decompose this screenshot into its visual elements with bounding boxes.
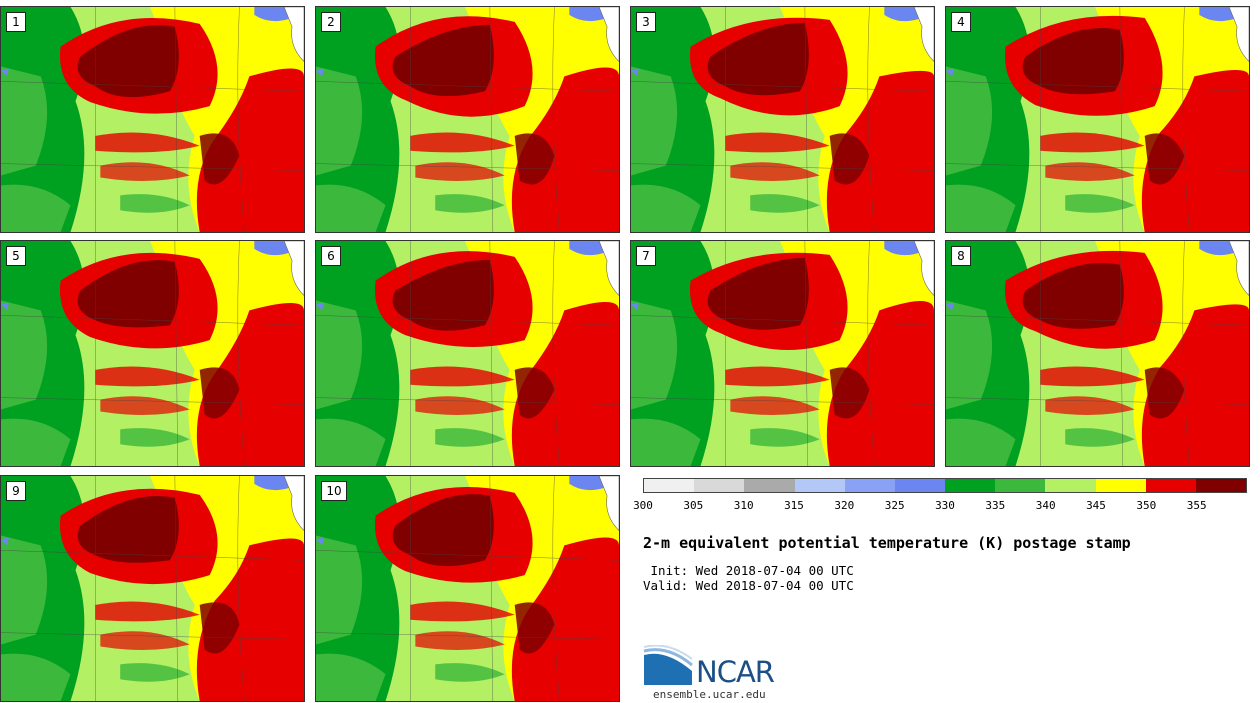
member-panel: 8 — [945, 240, 1250, 467]
theta-e-field-map — [946, 7, 1249, 232]
member-number-label: 7 — [636, 246, 656, 266]
member-number-label: 3 — [636, 12, 656, 32]
colorbar-tick-label: 325 — [884, 499, 905, 512]
member-panel: 4 — [945, 6, 1250, 233]
theta-e-field-map — [316, 476, 619, 701]
member-number-label: 5 — [6, 246, 26, 266]
member-number-label: 4 — [951, 12, 971, 32]
colorbar-tick-label: 315 — [784, 499, 804, 512]
ncar-swoosh-icon — [643, 645, 693, 685]
theta-e-field-map — [1, 476, 304, 701]
member-panel: 9 — [0, 475, 305, 702]
colorbar-tick-label: 320 — [834, 499, 855, 512]
member-panel: 1 — [0, 6, 305, 233]
member-panel: 2 — [315, 6, 620, 233]
colorbar-segment — [945, 479, 996, 492]
colorbar-segment — [1095, 479, 1146, 492]
colorbar-tick-label: 305 — [683, 499, 704, 512]
theta-e-field-map — [1, 7, 304, 232]
colorbar-segment — [995, 479, 1046, 492]
member-number-label: 9 — [6, 481, 26, 501]
colorbar-tick-label: 350 — [1136, 499, 1157, 512]
colorbar-segment — [744, 479, 795, 492]
figure-title: 2-m equivalent potential temperature (K)… — [643, 534, 1131, 552]
colorbar-segment — [1195, 479, 1247, 492]
colorbar-segment — [844, 479, 895, 492]
colorbar-segment — [794, 479, 845, 492]
member-number-label: 6 — [321, 246, 341, 266]
theta-e-field-map — [1, 241, 304, 466]
theta-e-field-map — [316, 241, 619, 466]
member-panel: 7 — [630, 240, 935, 467]
member-panel: 5 — [0, 240, 305, 467]
ncar-logo-text: NCAR — [696, 655, 775, 689]
member-number-label: 1 — [6, 12, 26, 32]
colorbar-tick-label: 340 — [1035, 499, 1056, 512]
colorbar-tick-label: 355 — [1186, 499, 1207, 512]
colorbar-segment — [694, 479, 745, 492]
member-number-label: 2 — [321, 12, 341, 32]
member-panel: 10 — [315, 475, 620, 702]
website-url: ensemble.ucar.edu — [653, 688, 766, 701]
member-number-label: 8 — [951, 246, 971, 266]
colorbar-segment — [1145, 479, 1196, 492]
colorbar-tick-label: 330 — [935, 499, 955, 512]
theta-e-field-map — [946, 241, 1249, 466]
colorbar-tick-label: 300 — [633, 499, 653, 512]
colorbar-tick-label: 335 — [985, 499, 1006, 512]
colorbar-tick-label: 310 — [733, 499, 754, 512]
colorbar-segment — [644, 479, 695, 492]
colorbar — [643, 478, 1247, 493]
ncar-logo: NCAR — [642, 645, 802, 693]
colorbar-segment — [1045, 479, 1096, 492]
theta-e-field-map — [316, 7, 619, 232]
colorbar-segment — [894, 479, 946, 492]
colorbar-tick-label: 345 — [1086, 499, 1106, 512]
theta-e-field-map — [631, 241, 934, 466]
member-number-label: 10 — [321, 481, 347, 501]
init-time: Init: Wed 2018-07-04 00 UTC — [643, 563, 854, 578]
member-panel: 3 — [630, 6, 935, 233]
theta-e-field-map — [631, 7, 934, 232]
valid-time: Valid: Wed 2018-07-04 00 UTC — [643, 578, 854, 593]
member-panel: 6 — [315, 240, 620, 467]
